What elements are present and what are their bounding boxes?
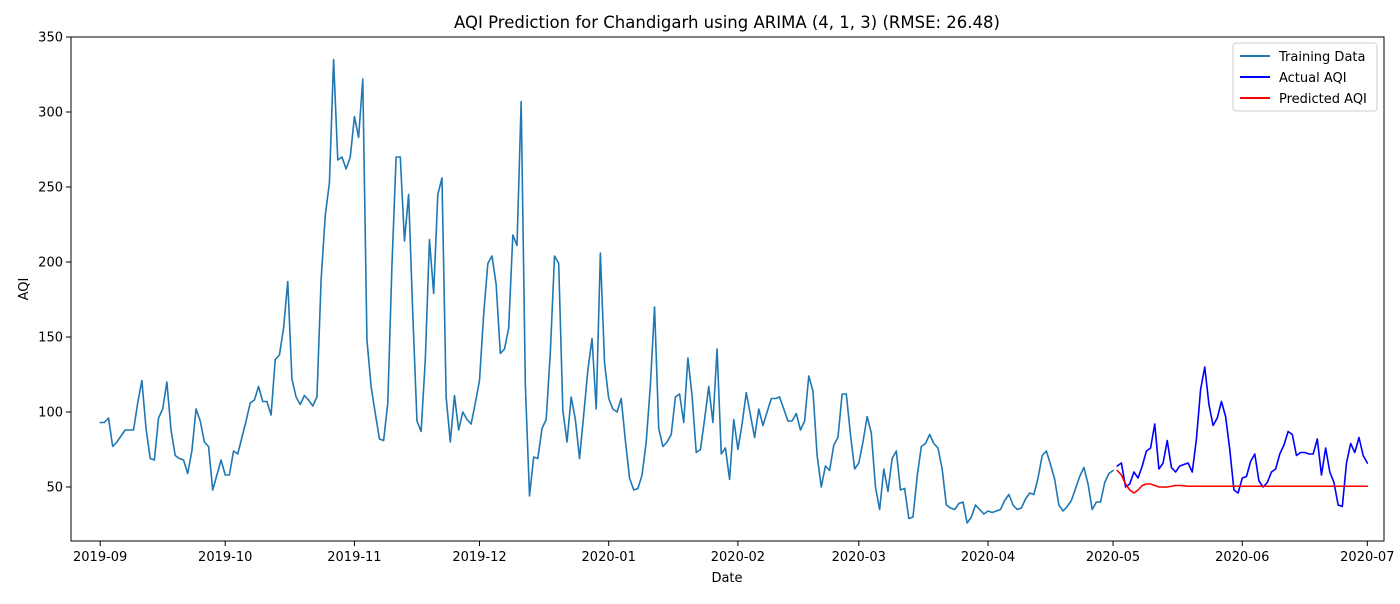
x-axis-label: Date bbox=[711, 571, 742, 586]
y-tick-label: 200 bbox=[38, 256, 63, 271]
y-axis-label: AQI bbox=[17, 278, 32, 301]
y-tick-label: 250 bbox=[38, 181, 63, 196]
x-tick-label: 2019-11 bbox=[327, 550, 381, 565]
series-layer bbox=[99, 58, 1369, 524]
y-tick-label: 50 bbox=[46, 481, 63, 496]
x-tick-label: 2020-05 bbox=[1086, 550, 1140, 565]
y-tick-label: 150 bbox=[38, 331, 63, 346]
x-axis-ticks: 2019-09 2019-10 2019-11 2019-12 2020-01 2020-… bbox=[73, 541, 1394, 565]
legend-box bbox=[1232, 42, 1378, 112]
x-tick-label: 2020-07 bbox=[1340, 550, 1394, 565]
plot-area bbox=[70, 36, 1385, 542]
y-tick-label: 100 bbox=[38, 406, 63, 421]
series-line-training bbox=[99, 58, 1114, 524]
series-line-actual bbox=[1116, 366, 1369, 508]
x-tick-label: 2020-03 bbox=[832, 550, 886, 565]
x-tick-label: 2020-02 bbox=[711, 550, 765, 565]
y-tick-label: 300 bbox=[38, 106, 63, 121]
x-tick-label: 2020-04 bbox=[961, 550, 1015, 565]
x-tick-label: 2019-12 bbox=[452, 550, 506, 565]
x-tick-label: 2020-06 bbox=[1215, 550, 1269, 565]
y-axis-ticks: 50 100 150 200 250 300 350 bbox=[38, 31, 71, 496]
x-tick-label: 2019-09 bbox=[73, 550, 127, 565]
legend: Training Data Actual AQI Predicted AQI bbox=[1232, 42, 1378, 112]
legend-label-actual: Actual AQI bbox=[1279, 71, 1347, 86]
legend-label-training: Training Data bbox=[1278, 50, 1365, 65]
x-tick-label: 2020-01 bbox=[582, 550, 636, 565]
y-tick-label: 350 bbox=[38, 31, 63, 46]
series-line-predicted bbox=[1116, 469, 1369, 494]
x-tick-label: 2019-10 bbox=[198, 550, 252, 565]
chart-title: AQI Prediction for Chandigarh using ARIM… bbox=[454, 13, 1000, 32]
legend-label-predicted: Predicted AQI bbox=[1279, 92, 1367, 107]
